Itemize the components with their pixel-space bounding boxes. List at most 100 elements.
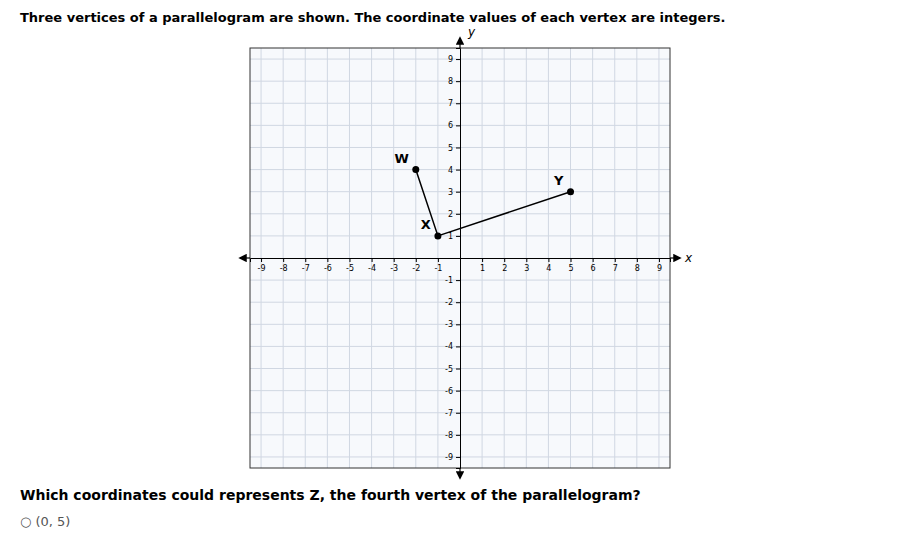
- tick-mark: [615, 258, 616, 262]
- tick: 3: [448, 188, 460, 197]
- tick: 3: [524, 258, 529, 273]
- tick-label: 2: [502, 264, 507, 273]
- tick: 2: [502, 258, 507, 273]
- tick: 6: [448, 121, 460, 130]
- tick-mark: [456, 324, 460, 325]
- tick-mark: [283, 258, 284, 262]
- tick-label: -2: [412, 264, 420, 273]
- tick-label: -7: [302, 264, 310, 273]
- tick-mark: [327, 258, 328, 262]
- tick-label: 9: [657, 264, 662, 273]
- tick-mark: [456, 457, 460, 458]
- tick: -7: [302, 258, 310, 273]
- tick-label: -5: [346, 264, 354, 273]
- tick-label: -1: [445, 276, 453, 285]
- tick-mark: [456, 369, 460, 370]
- tick-label: -9: [258, 264, 266, 273]
- tick: -9: [445, 453, 460, 462]
- tick-mark: [438, 258, 439, 262]
- axis-line: [456, 49, 461, 469]
- tick-label: 8: [635, 264, 640, 273]
- tick-label: -9: [445, 453, 453, 462]
- tick: 1: [448, 232, 460, 241]
- tick: 9: [448, 55, 460, 64]
- tick-mark: [482, 258, 483, 262]
- tick-mark: [456, 125, 460, 126]
- tick: 2: [448, 210, 460, 219]
- tick-label: -4: [445, 342, 453, 351]
- tick-mark: [456, 302, 460, 303]
- tick-label: -6: [324, 264, 332, 273]
- chart: Three vertices of a parallelogram are sh…: [0, 0, 921, 543]
- tick: -2: [412, 258, 420, 273]
- tick-label: -3: [390, 264, 398, 273]
- tick: -4: [368, 258, 376, 273]
- tick-label: 9: [448, 55, 453, 64]
- tick-label: -6: [445, 387, 453, 396]
- axis-arrow: [459, 38, 460, 48]
- edge-line: [416, 170, 571, 236]
- tick: 1: [480, 258, 485, 273]
- tick-mark: [349, 258, 350, 262]
- marks: [412, 166, 574, 239]
- vertex-label: W: [394, 151, 408, 166]
- tick-label: 3: [524, 264, 529, 273]
- tick-mark: [456, 59, 460, 60]
- tick-mark: [571, 258, 572, 262]
- tick: -5: [346, 258, 354, 273]
- tick: 7: [613, 258, 618, 273]
- tick-mark: [548, 258, 549, 262]
- tick: -8: [445, 431, 460, 440]
- axis-arrow: [240, 257, 250, 258]
- vertex-label: X: [421, 217, 431, 232]
- tick: 7: [448, 99, 460, 108]
- tick-label: 5: [568, 264, 573, 273]
- tick-label: -4: [368, 264, 376, 273]
- tick-mark: [456, 236, 460, 237]
- tick-mark: [456, 413, 460, 414]
- tick-mark: [372, 258, 373, 262]
- tick-label: -5: [445, 365, 453, 374]
- tick: -2: [445, 298, 460, 307]
- tick: -5: [445, 365, 460, 374]
- tick: 5: [448, 144, 460, 153]
- tick-mark: [456, 435, 460, 436]
- grid: [250, 48, 670, 468]
- tick: -3: [445, 320, 460, 329]
- tick: -6: [324, 258, 332, 273]
- tick-label: 7: [448, 99, 453, 108]
- tick-mark: [456, 103, 460, 104]
- tick: 4: [546, 258, 551, 273]
- tick: 8: [448, 77, 460, 86]
- tick-label: 3: [448, 188, 453, 197]
- tick-label: -8: [445, 431, 453, 440]
- tick: -3: [390, 258, 398, 273]
- tick-mark: [456, 391, 460, 392]
- tick-mark: [456, 214, 460, 215]
- point-labels: WXY: [394, 151, 564, 232]
- tick-label: 2: [448, 210, 453, 219]
- tick-mark: [305, 258, 306, 262]
- y-axis: -9 -8 -7 -6 -5 -4 -3 -2 -1 1 2 3 4 5 6 7 8 9: [445, 49, 460, 469]
- tick-mark: [456, 81, 460, 82]
- tick-mark: [456, 280, 460, 281]
- x-axis-label: x: [684, 251, 693, 265]
- axis-arrows: [240, 38, 680, 478]
- tick: 9: [657, 258, 662, 273]
- plot-frame: [250, 48, 670, 468]
- tick-mark: [416, 258, 417, 262]
- tick: -4: [445, 342, 460, 351]
- tick-label: 4: [448, 166, 453, 175]
- tick-label: 7: [613, 264, 618, 273]
- tick: 4: [448, 166, 460, 175]
- tick-label: -7: [445, 409, 453, 418]
- tick-mark: [637, 258, 638, 262]
- tick-label: 1: [480, 264, 485, 273]
- tick-mark: [593, 258, 594, 262]
- tick-label: -8: [280, 264, 288, 273]
- tick-mark: [526, 258, 527, 262]
- tick-label: 6: [448, 121, 453, 130]
- tick: -6: [445, 387, 460, 396]
- tick-mark: [659, 258, 660, 262]
- vertex-point: [567, 188, 574, 195]
